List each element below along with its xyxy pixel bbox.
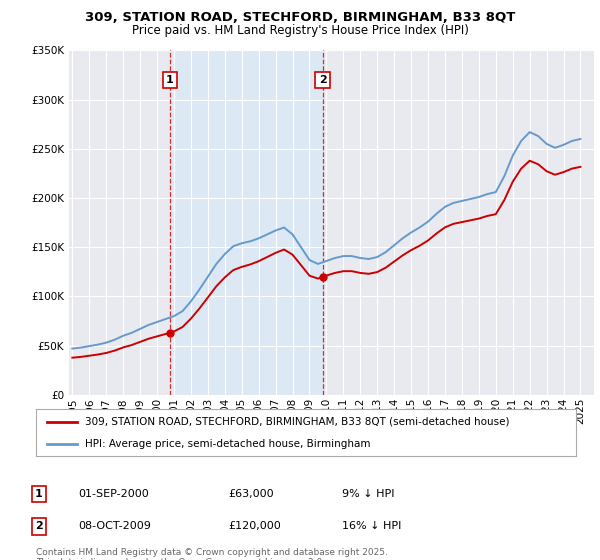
Text: 01-SEP-2000: 01-SEP-2000 [78,489,149,499]
Text: 16% ↓ HPI: 16% ↓ HPI [342,521,401,531]
Text: 9% ↓ HPI: 9% ↓ HPI [342,489,395,499]
Text: £63,000: £63,000 [228,489,274,499]
Text: £120,000: £120,000 [228,521,281,531]
Text: 309, STATION ROAD, STECHFORD, BIRMINGHAM, B33 8QT (semi-detached house): 309, STATION ROAD, STECHFORD, BIRMINGHAM… [85,417,509,427]
Text: 309, STATION ROAD, STECHFORD, BIRMINGHAM, B33 8QT: 309, STATION ROAD, STECHFORD, BIRMINGHAM… [85,11,515,24]
Text: 1: 1 [166,75,173,85]
Text: 1: 1 [35,489,43,499]
Text: HPI: Average price, semi-detached house, Birmingham: HPI: Average price, semi-detached house,… [85,438,370,449]
Bar [170,50,323,395]
Text: 2: 2 [319,75,326,85]
Text: 08-OCT-2009: 08-OCT-2009 [78,521,151,531]
Text: Price paid vs. HM Land Registry's House Price Index (HPI): Price paid vs. HM Land Registry's House … [131,24,469,36]
Text: Contains HM Land Registry data © Crown copyright and database right 2025.
This d: Contains HM Land Registry data © Crown c… [36,548,388,560]
Text: 2: 2 [35,521,43,531]
